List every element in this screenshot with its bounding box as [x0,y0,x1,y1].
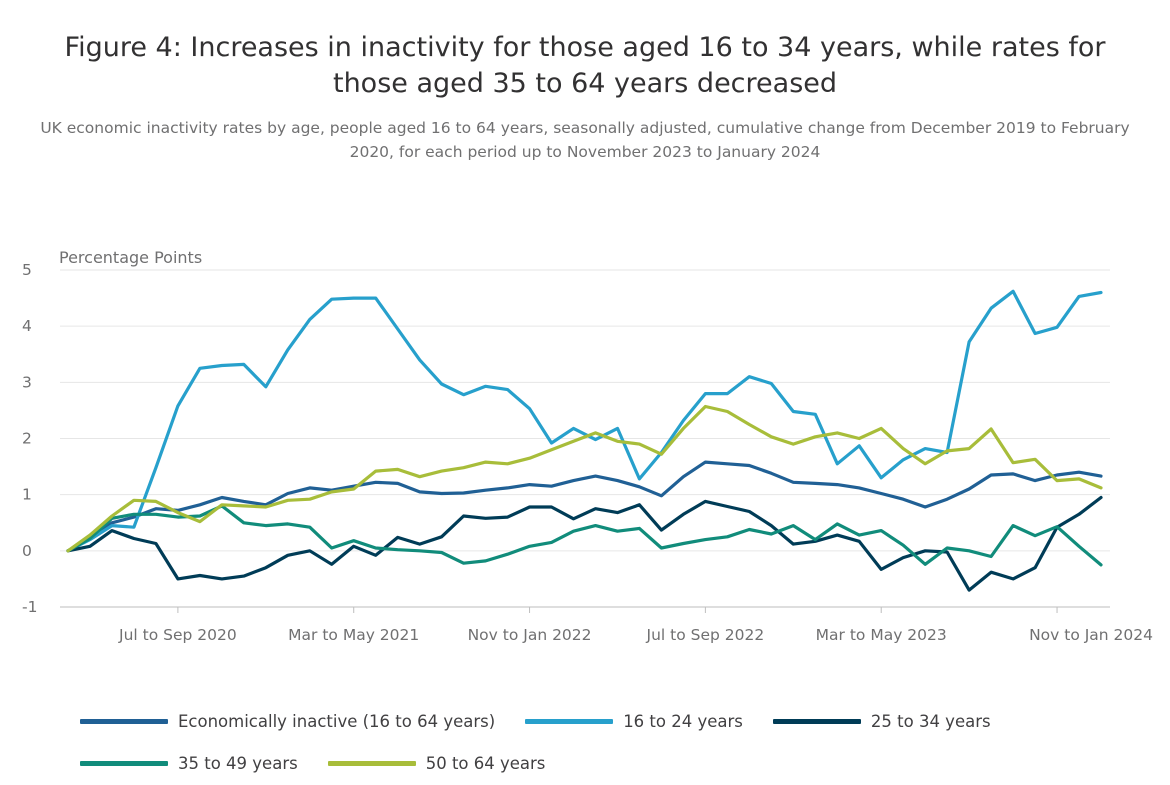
x-tick-label: Mar to May 2023 [816,626,947,644]
x-tick-label: Jul to Sep 2022 [646,626,765,644]
legend-row: 35 to 49 years 50 to 64 years [80,742,1140,784]
legend-item: 16 to 24 years [525,712,743,731]
y-tick-label: 4 [22,317,32,335]
x-tick-label: Mar to May 2021 [288,626,419,644]
y-tick-label: 0 [22,542,32,560]
legend-label: 16 to 24 years [623,711,743,731]
legend-item: 50 to 64 years [327,753,546,773]
x-tick-label: Jul to Sep 2020 [118,626,237,644]
chart-title: Figure 4: Increases in inactivity for th… [64,32,1106,99]
y-tick-label: -1 [22,598,37,616]
legend-label: Economically inactive (16 to 64 years) [178,711,496,731]
series-line-35-to-49-years [66,504,1103,567]
series-line-25-to-34-years [66,495,1103,592]
legend-label: 35 to 49 years [178,753,298,773]
y-tick-label: 1 [22,486,32,504]
legend-label: 50 to 64 years [425,753,546,773]
legend-swatch [525,718,614,724]
legend-item: 25 to 34 years [772,711,991,731]
legend-swatch [80,760,168,766]
y-tick-label: 2 [22,430,32,448]
axes: 5 4 3 2 1 0 -1 Jul to Sep 2020 Mar to May 2021 No… [22,261,1153,644]
y-tick-label: 3 [22,373,32,391]
legend-swatch [80,718,168,724]
series-line-economically-inactive-16-to-64-years [66,460,1103,553]
series-lines [66,289,1103,592]
legend: Economically inactive (16 to 64 years) 16… [80,700,1140,784]
legend-item: 35 to 49 years [80,754,298,773]
legend-swatch [327,760,416,766]
y-axis-label: Percentage Points [59,248,202,267]
legend-label: 25 to 34 years [870,711,991,731]
legend-row: Economically inactive (16 to 64 years) 16… [80,700,1140,742]
chart-subtitle: UK economic inactivity rates by age, peo… [40,119,1130,161]
legend-item: Economically inactive (16 to 64 years) [80,712,495,731]
x-tick-label: Nov to Jan 2022 [468,626,592,644]
line-chart: 5 4 3 2 1 0 -1 Jul to Sep 2020 Mar to May 2021 No… [22,248,1153,644]
series-line-50-to-64-years [66,404,1103,553]
legend-swatch [772,718,861,724]
series-line-16-to-24-years [66,289,1103,553]
y-tick-label: 5 [22,261,32,279]
x-tick-label: Nov to Jan 2024 [1029,626,1153,644]
